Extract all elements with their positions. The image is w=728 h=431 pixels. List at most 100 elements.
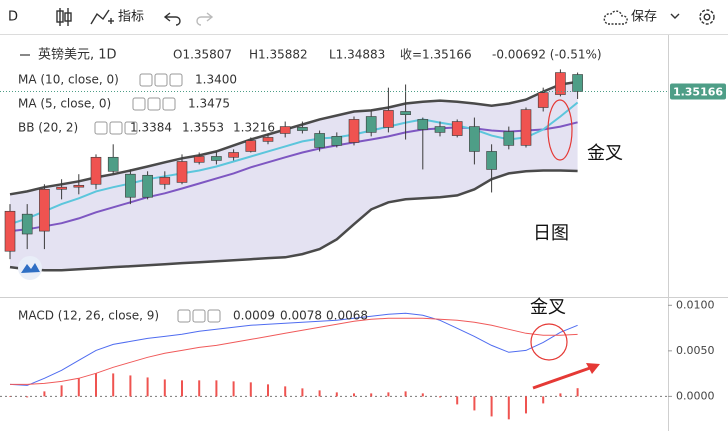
indicators-button[interactable]: 指标 bbox=[118, 10, 144, 25]
save-menu[interactable] bbox=[670, 13, 680, 19]
annotation-text: 金叉 bbox=[587, 143, 623, 164]
band-upper bbox=[9, 80, 578, 196]
histogram-bar bbox=[249, 382, 252, 397]
histogram-bar bbox=[421, 393, 424, 397]
legend-icon[interactable] bbox=[169, 73, 183, 87]
annotation-arrowhead bbox=[586, 363, 600, 374]
chart-style-button[interactable] bbox=[56, 8, 72, 26]
cloud-icon[interactable] bbox=[603, 10, 628, 25]
indicators-icon[interactable] bbox=[90, 9, 114, 25]
histogram-bar bbox=[181, 380, 183, 397]
histogram-bar bbox=[284, 386, 287, 397]
redo-button[interactable] bbox=[196, 12, 214, 26]
candle-body bbox=[125, 173, 136, 198]
price-axis: 1.35166 0.0100 0.0050 0.0000 bbox=[668, 83, 726, 402]
candle-body bbox=[262, 137, 274, 142]
candle-body bbox=[193, 156, 205, 163]
annotations: 金叉 日图 金叉 bbox=[530, 99, 623, 390]
candle-body bbox=[56, 186, 67, 190]
legend-icon[interactable] bbox=[124, 121, 138, 135]
bb-upper-value: 1.3553 bbox=[182, 121, 224, 135]
legend-icon[interactable] bbox=[192, 309, 206, 323]
timeframe-button[interactable]: D bbox=[8, 10, 18, 25]
ma5-value: 1.3475 bbox=[188, 97, 230, 111]
candle-body bbox=[90, 156, 102, 185]
y-tick-label: 0.0100 bbox=[676, 298, 715, 311]
symbol-label[interactable]: 英镑美元, 1D bbox=[38, 47, 117, 63]
macd-signal-value: 0.0068 bbox=[326, 309, 368, 323]
candle-body bbox=[211, 156, 222, 161]
histogram-bar bbox=[9, 396, 11, 397]
candle-body bbox=[365, 116, 377, 133]
candle-body bbox=[245, 140, 257, 152]
y-tick-label: 0.0000 bbox=[676, 389, 715, 402]
ma10-value: 1.3400 bbox=[195, 73, 237, 87]
ma10-legend[interactable]: MA (10, close, 0) bbox=[18, 73, 119, 87]
candle-body bbox=[572, 74, 583, 92]
last-price-label: 1.35166 bbox=[673, 85, 723, 98]
candle-body bbox=[400, 111, 411, 115]
histogram-bar bbox=[387, 392, 390, 397]
legend-icon[interactable] bbox=[154, 73, 168, 87]
price-pane bbox=[0, 69, 668, 272]
legend-icon[interactable] bbox=[162, 97, 176, 111]
histogram-bar bbox=[43, 391, 46, 397]
ma5-legend[interactable]: MA (5, close, 0) bbox=[18, 97, 111, 111]
candle-body bbox=[383, 110, 394, 128]
candle-body bbox=[486, 151, 497, 170]
legend-icons bbox=[94, 73, 221, 323]
histogram-bar bbox=[301, 388, 304, 397]
macd-hist-value: 0.0009 bbox=[233, 309, 275, 323]
macd-legend-name[interactable]: MACD (12, 26, close, 9) bbox=[18, 309, 159, 323]
legend-icon[interactable] bbox=[147, 97, 161, 111]
legend-icon[interactable] bbox=[94, 121, 108, 135]
candle-body bbox=[537, 92, 549, 108]
legend-icon[interactable] bbox=[177, 309, 191, 323]
histogram-bar bbox=[232, 381, 235, 397]
legend-icon[interactable] bbox=[132, 97, 146, 111]
save-button[interactable]: 保存 bbox=[631, 10, 657, 25]
band-lower bbox=[9, 169, 578, 272]
ma-line bbox=[9, 101, 579, 226]
histogram-bar bbox=[335, 392, 338, 397]
high-label: H1.35882 bbox=[249, 48, 308, 62]
macd-line bbox=[9, 312, 578, 386]
histogram-bar bbox=[112, 373, 115, 397]
bb-lower-value: 1.3216 bbox=[233, 121, 275, 135]
candle-body bbox=[314, 133, 325, 148]
legend-icon[interactable] bbox=[207, 309, 221, 323]
candle-body bbox=[279, 126, 291, 134]
change-label: -0.00692 (-0.51%) bbox=[492, 48, 602, 62]
histogram-bar bbox=[26, 396, 29, 398]
annotation-ellipse bbox=[547, 99, 573, 161]
undo-button[interactable] bbox=[163, 12, 181, 26]
candle-body bbox=[503, 131, 515, 146]
histogram-bar bbox=[370, 393, 373, 397]
toolbar: D 指标 保存 bbox=[0, 8, 728, 35]
candle-body bbox=[469, 126, 480, 152]
candle-body bbox=[520, 109, 532, 146]
candle-body bbox=[21, 213, 33, 235]
candle-body bbox=[73, 185, 85, 188]
candle-body bbox=[228, 152, 239, 158]
histogram-bar bbox=[456, 396, 459, 405]
legend-icon[interactable] bbox=[109, 121, 123, 135]
histogram-bar bbox=[559, 393, 562, 397]
candle-body bbox=[555, 72, 566, 95]
price-legend: 英镑美元, 1D O1.35807 H1.35882 L1.34883 收=1.… bbox=[18, 47, 602, 135]
macd-value: 0.0078 bbox=[280, 309, 322, 323]
histogram-bar bbox=[77, 378, 80, 397]
histogram-bar bbox=[318, 390, 321, 397]
histogram-bar bbox=[163, 379, 166, 397]
bb-legend[interactable]: BB (20, 2) bbox=[18, 121, 78, 135]
candle-body bbox=[4, 210, 16, 252]
histogram-bar bbox=[267, 384, 269, 397]
settings-button[interactable] bbox=[699, 9, 715, 25]
candle-body bbox=[176, 161, 188, 183]
candle-body bbox=[434, 126, 446, 133]
histogram-bar bbox=[490, 396, 493, 417]
legend-icon[interactable] bbox=[139, 73, 153, 87]
histogram-bar bbox=[439, 396, 441, 398]
